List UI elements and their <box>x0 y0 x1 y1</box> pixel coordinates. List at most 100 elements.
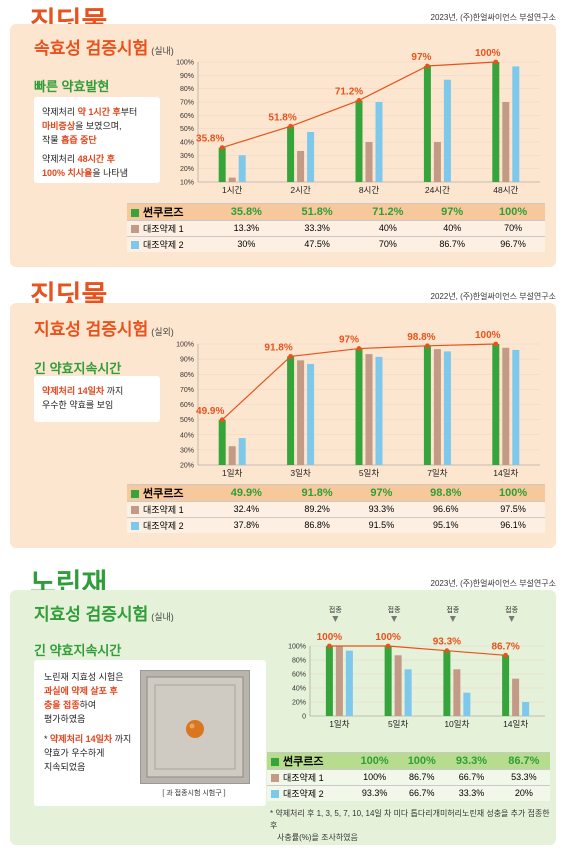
x-tick-label: 48시간 <box>493 185 518 195</box>
y-tick-label: 30% <box>180 447 194 454</box>
bar <box>433 142 441 182</box>
table-row: 대조약제 1 100% 86.7% 66.7% 53.3% <box>267 768 550 785</box>
y-tick-label: 100% <box>288 644 306 651</box>
note-line: 약제처리 약 1시간 후부터 <box>42 107 138 117</box>
x-tick-label: 7일차 <box>427 468 448 478</box>
table-cell: 100% <box>481 202 545 220</box>
table-cell: 93.3% <box>445 751 498 769</box>
panel-3-title: 지효성 검증시험 (실내) <box>34 605 174 624</box>
table-cell: 93.3% <box>352 500 411 517</box>
y-tick-label: 70% <box>180 387 194 394</box>
table-cell: 91.8% <box>281 483 353 501</box>
y-tick-label: 60% <box>292 672 306 679</box>
note-line: 평가하였음 <box>44 714 86 724</box>
table-1: 썬쿠르즈 35.8% 51.8% 71.2% 97% 100% 대조약제 1 13.3% 33.… <box>127 202 545 252</box>
data-label: 49.9% <box>196 406 224 417</box>
table-cell: 70% <box>481 219 545 236</box>
table-cell: 33.3% <box>281 219 353 236</box>
y-tick-label: 80% <box>180 86 194 93</box>
x-tick-label: 8시간 <box>359 185 380 195</box>
section-3-panel: 지효성 검증시험 (실내) 긴 약효지속시간 노린재 지효성 시험은 과실에 약제 … <box>10 590 556 845</box>
bar <box>433 349 441 465</box>
bar <box>384 646 392 716</box>
note-line: 약제처리 14일차 까지 <box>42 386 124 396</box>
bar <box>297 360 305 465</box>
table-cell: 66.7% <box>398 784 446 801</box>
table-cell: 47.5% <box>281 235 353 252</box>
legend-swatch <box>131 224 139 233</box>
table-cell: 96.7% <box>481 235 545 252</box>
table-cell: 86.7% <box>398 768 446 785</box>
x-tick-label: 1일차 <box>222 468 243 478</box>
data-label: 86.7% <box>491 641 519 652</box>
line-point <box>493 341 499 347</box>
table-cell: 86.8% <box>281 516 353 533</box>
table-cell: 98.8% <box>410 483 482 501</box>
table-row: 대조약제 2 93.3% 66.7% 33.3% 20% <box>267 784 550 801</box>
table-cell: 13.3% <box>211 219 282 236</box>
bar <box>463 692 471 716</box>
down-arrow-icon <box>332 616 339 622</box>
table-cell: 96.6% <box>410 500 482 517</box>
x-tick-label: 14일차 <box>503 719 528 729</box>
bar <box>238 438 246 465</box>
data-label: 91.8% <box>264 342 292 353</box>
bar <box>335 646 343 716</box>
series-label: 썬쿠르즈 <box>127 483 211 501</box>
bar <box>287 126 295 182</box>
bar <box>218 147 226 182</box>
x-tick-label: 24시간 <box>425 185 450 195</box>
bar <box>443 351 451 465</box>
table-row: 썬쿠르즈 100% 100% 93.3% 86.7% <box>267 751 550 769</box>
series-label: 썬쿠르즈 <box>127 202 211 220</box>
bar <box>512 66 520 182</box>
series-label: 대조약제 2 <box>127 235 211 252</box>
note-line: 약제처리 48시간 후 <box>42 154 115 164</box>
table-cell: 40% <box>423 219 482 236</box>
section-3-source: 2023년, (주)한얼싸이언스 부설연구소 <box>430 579 556 588</box>
table-cell: 97% <box>352 483 411 501</box>
note-line: 마비증상을 보였으며, <box>42 121 122 131</box>
line-point <box>503 652 509 658</box>
y-tick-label: 80% <box>292 658 306 665</box>
y-tick-label: 90% <box>180 73 194 80</box>
bar <box>228 446 236 465</box>
y-tick-label: 60% <box>180 113 194 120</box>
table-row: 대조약제 1 32.4% 89.2% 93.3% 96.6% 97.5% <box>127 500 545 517</box>
y-tick-label: 50% <box>180 417 194 424</box>
data-label: 93.3% <box>433 637 461 648</box>
photo-caption: [ 과 접종시험 시험구 ] <box>162 790 226 797</box>
table-cell: 32.4% <box>211 500 282 517</box>
table-cell: 100% <box>481 483 545 501</box>
bar <box>355 348 363 465</box>
panel-2-title: 지효성 검증시험 (실외) <box>34 320 174 339</box>
table-cell: 100% <box>351 751 399 769</box>
legend-swatch <box>271 773 279 782</box>
y-tick-label: 100% <box>176 342 194 349</box>
series-label: 썬쿠르즈 <box>267 751 351 769</box>
bar <box>228 177 236 182</box>
section-1-source: 2023년, (주)한얼싸이언스 부설연구소 <box>430 13 556 22</box>
y-tick-label: 50% <box>180 126 194 133</box>
table-cell: 30% <box>211 235 282 252</box>
note-line: 100% 치사율을 나타냄 <box>42 168 128 178</box>
bar <box>502 347 510 465</box>
table-cell: 86.7% <box>497 751 550 769</box>
y-tick-label: 20% <box>180 166 194 173</box>
section-2-source: 2022년, (주)한얼싸이언스 부설연구소 <box>430 292 556 301</box>
legend-swatch <box>131 489 139 498</box>
bar <box>375 102 383 182</box>
x-tick-label: 5일차 <box>359 468 380 478</box>
table-cell: 20% <box>497 784 550 801</box>
footnote: * 약제처리 후 1, 3, 5, 7, 10, 14일 차 미다 톱다리개미허… <box>270 809 550 842</box>
bar <box>404 669 412 716</box>
x-tick-label: 1시간 <box>222 185 243 195</box>
table-cell: 96.1% <box>481 516 545 533</box>
line-point <box>356 346 362 351</box>
y-tick-label: 40% <box>180 140 194 147</box>
table-3: 썬쿠르즈 100% 100% 93.3% 86.7% 대조약제 1 100% 86.7% 66.… <box>267 751 550 801</box>
table-2: 썬쿠르즈 49.9% 91.8% 97% 98.8% 100% 대조약제 1 32.4% 89.… <box>127 483 545 533</box>
note-line: 우수한 약효를 보임 <box>42 400 114 410</box>
data-label: 35.8% <box>196 134 224 145</box>
bar <box>345 650 353 716</box>
